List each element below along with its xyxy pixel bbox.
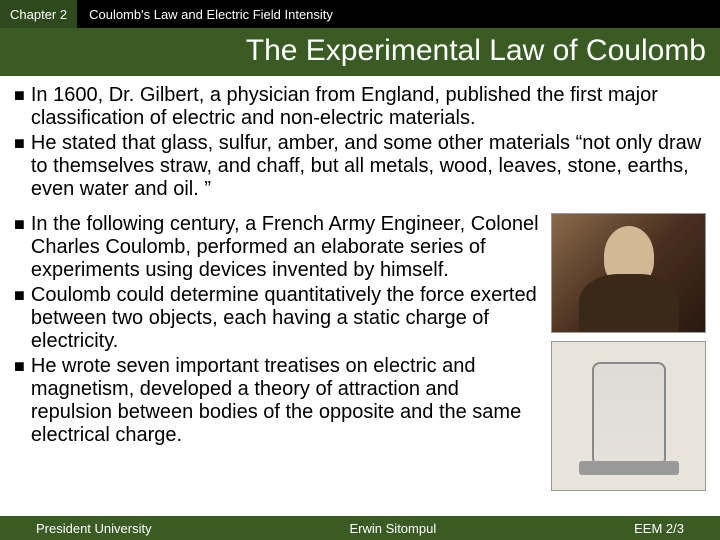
bullet-marker-icon: ■ <box>14 84 25 130</box>
footer-bar: President University Erwin Sitompul EEM … <box>0 516 720 540</box>
bullet-item: ■ In 1600, Dr. Gilbert, a physician from… <box>14 84 706 130</box>
bullet-text: In the following century, a French Army … <box>31 213 541 282</box>
slide-title: The Experimental Law of Coulomb <box>0 28 720 76</box>
bullet-text: In 1600, Dr. Gilbert, a physician from E… <box>31 84 706 130</box>
chapter-topic: Coulomb's Law and Electric Field Intensi… <box>77 0 720 28</box>
coulomb-portrait-image <box>551 213 706 333</box>
bullet-marker-icon: ■ <box>14 213 25 282</box>
bullet-item: ■ He wrote seven important treatises on … <box>14 355 541 447</box>
header-bar: Chapter 2 Coulomb's Law and Electric Fie… <box>0 0 720 28</box>
bullet-marker-icon: ■ <box>14 355 25 447</box>
section-1: ■ In 1600, Dr. Gilbert, a physician from… <box>0 76 720 201</box>
bullet-text: He wrote seven important treatises on el… <box>31 355 541 447</box>
footer-right: EEM 2/3 <box>634 521 684 536</box>
bullet-text: Coulomb could determine quantitatively t… <box>31 284 541 353</box>
bullet-item: ■ In the following century, a French Arm… <box>14 213 541 282</box>
bullet-marker-icon: ■ <box>14 132 25 201</box>
section-2-text: ■ In the following century, a French Arm… <box>14 213 541 491</box>
footer-left: President University <box>36 521 152 536</box>
footer-center: Erwin Sitompul <box>350 521 437 536</box>
chapter-label: Chapter 2 <box>0 0 77 28</box>
torsion-balance-image <box>551 341 706 491</box>
image-column <box>551 213 706 491</box>
bullet-marker-icon: ■ <box>14 284 25 353</box>
bullet-item: ■ He stated that glass, sulfur, amber, a… <box>14 132 706 201</box>
bullet-text: He stated that glass, sulfur, amber, and… <box>31 132 706 201</box>
bullet-item: ■ Coulomb could determine quantitatively… <box>14 284 541 353</box>
section-2: ■ In the following century, a French Arm… <box>0 203 720 491</box>
